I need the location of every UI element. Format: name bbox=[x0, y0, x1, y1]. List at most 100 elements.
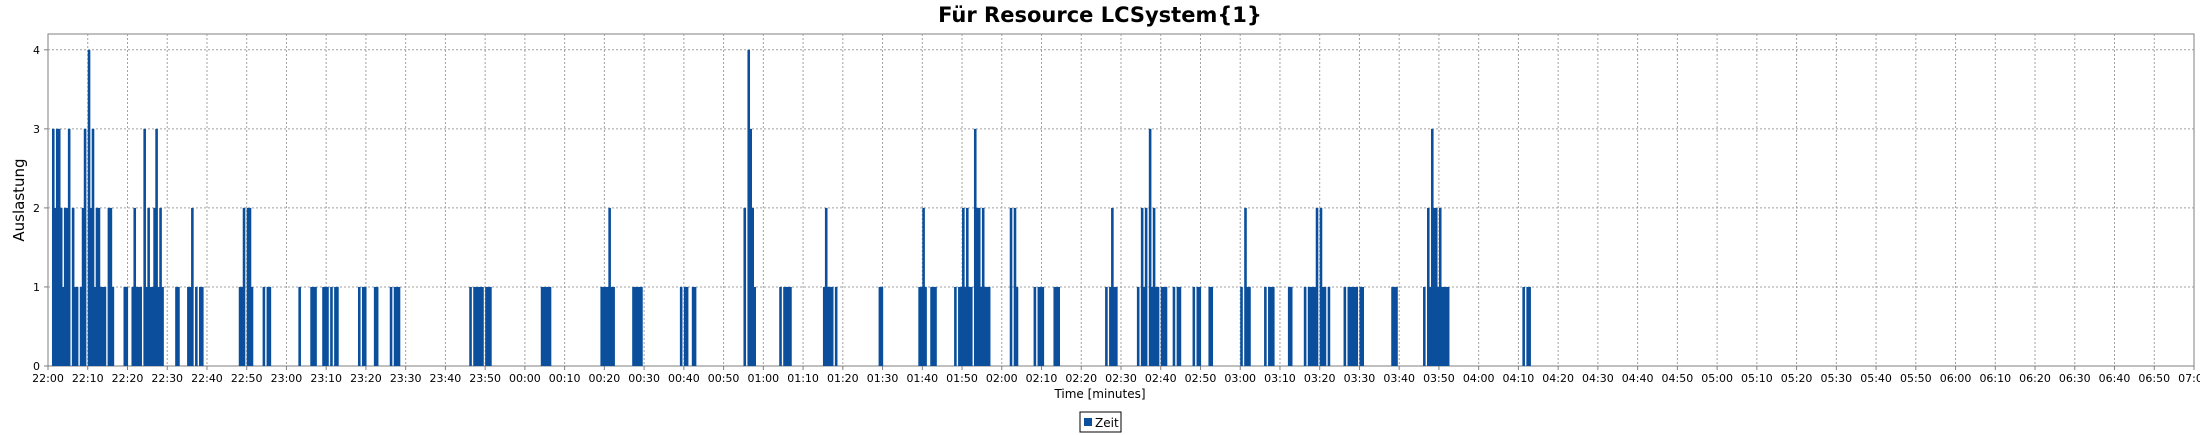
x-tick-label: 22:00 bbox=[32, 372, 64, 385]
bar bbox=[397, 286, 401, 366]
bar bbox=[246, 207, 250, 366]
bar bbox=[1156, 286, 1160, 366]
bar bbox=[1313, 286, 1317, 366]
bar bbox=[743, 207, 747, 366]
x-tick-label: 04:20 bbox=[1542, 372, 1574, 385]
bar bbox=[1349, 286, 1353, 366]
bar bbox=[393, 286, 397, 366]
bar bbox=[1041, 286, 1045, 366]
x-tick-label: 04:40 bbox=[1622, 372, 1654, 385]
bar bbox=[1440, 286, 1444, 366]
bar bbox=[101, 286, 105, 366]
bar bbox=[600, 286, 603, 366]
bar bbox=[363, 286, 367, 366]
bar bbox=[751, 207, 754, 366]
bar bbox=[1160, 286, 1164, 366]
bar bbox=[1015, 286, 1019, 366]
bar bbox=[1246, 286, 1249, 366]
x-tick-label: 23:50 bbox=[469, 372, 501, 385]
bar bbox=[1140, 207, 1144, 366]
bar bbox=[1427, 207, 1430, 366]
bar bbox=[749, 128, 753, 366]
bar bbox=[83, 128, 87, 366]
bar bbox=[137, 286, 141, 366]
x-tick-label: 05:30 bbox=[1820, 372, 1852, 385]
bar bbox=[634, 286, 637, 366]
bar bbox=[787, 286, 790, 366]
bar bbox=[679, 286, 683, 366]
bar bbox=[1438, 207, 1442, 366]
bar bbox=[487, 286, 490, 366]
bar bbox=[1244, 207, 1247, 366]
bar bbox=[1327, 286, 1331, 366]
bar bbox=[361, 286, 365, 366]
bar bbox=[157, 286, 160, 366]
bar bbox=[81, 207, 85, 366]
bar bbox=[175, 286, 178, 366]
bar bbox=[1152, 207, 1156, 366]
x-tick-label: 00:00 bbox=[509, 372, 541, 385]
x-tick-label: 05:00 bbox=[1701, 372, 1733, 385]
bar bbox=[824, 207, 828, 366]
x-tick-label: 03:30 bbox=[1344, 372, 1376, 385]
bar bbox=[143, 128, 146, 366]
bar bbox=[747, 49, 751, 367]
bar bbox=[322, 286, 325, 366]
bar bbox=[310, 286, 313, 366]
x-tick-label: 23:00 bbox=[271, 372, 303, 385]
bar bbox=[985, 286, 989, 366]
bar bbox=[469, 286, 472, 366]
legend-label: Zeit bbox=[1095, 416, 1119, 430]
bar bbox=[1444, 286, 1448, 366]
x-tick-label: 00:30 bbox=[628, 372, 660, 385]
bar bbox=[153, 207, 156, 366]
bar bbox=[1115, 286, 1118, 366]
x-tick-label: 06:40 bbox=[2099, 372, 2131, 385]
bar bbox=[1446, 286, 1450, 366]
x-tick-label: 06:00 bbox=[1940, 372, 1972, 385]
bar bbox=[63, 207, 67, 366]
bar bbox=[155, 128, 158, 366]
x-tick-label: 22:50 bbox=[231, 372, 263, 385]
bar bbox=[1111, 207, 1114, 366]
bar bbox=[1321, 286, 1325, 366]
legend-swatch bbox=[1084, 418, 1092, 426]
x-tick-label: 04:10 bbox=[1503, 372, 1535, 385]
bar bbox=[473, 286, 476, 366]
bar bbox=[1264, 286, 1267, 366]
bar bbox=[1430, 128, 1434, 366]
bar bbox=[834, 286, 838, 366]
x-tick-label: 00:40 bbox=[668, 372, 700, 385]
y-tick-label: 1 bbox=[33, 281, 40, 294]
x-tick-label: 01:10 bbox=[787, 372, 819, 385]
bar bbox=[336, 286, 339, 366]
bar bbox=[546, 286, 550, 366]
bar bbox=[191, 207, 194, 366]
x-tick-label: 04:50 bbox=[1662, 372, 1694, 385]
bar bbox=[71, 207, 75, 366]
x-tick-label: 05:10 bbox=[1741, 372, 1773, 385]
bar bbox=[75, 286, 79, 366]
bar bbox=[920, 286, 923, 366]
bar bbox=[1105, 286, 1108, 366]
bar bbox=[968, 286, 971, 366]
bar bbox=[685, 286, 689, 366]
bar bbox=[312, 286, 315, 366]
bar bbox=[324, 286, 327, 366]
bar bbox=[1436, 286, 1440, 366]
bar bbox=[983, 286, 987, 366]
bar bbox=[922, 207, 925, 366]
bar bbox=[975, 207, 979, 366]
bar bbox=[240, 286, 244, 366]
bar bbox=[828, 286, 832, 366]
bar bbox=[481, 286, 484, 366]
bar bbox=[53, 207, 57, 366]
bar bbox=[79, 286, 83, 366]
bar bbox=[1039, 286, 1043, 366]
bar bbox=[123, 286, 127, 366]
bar bbox=[238, 286, 242, 366]
bar bbox=[151, 286, 154, 366]
bar bbox=[268, 286, 272, 366]
bar bbox=[1057, 286, 1060, 366]
bar bbox=[1109, 286, 1112, 366]
